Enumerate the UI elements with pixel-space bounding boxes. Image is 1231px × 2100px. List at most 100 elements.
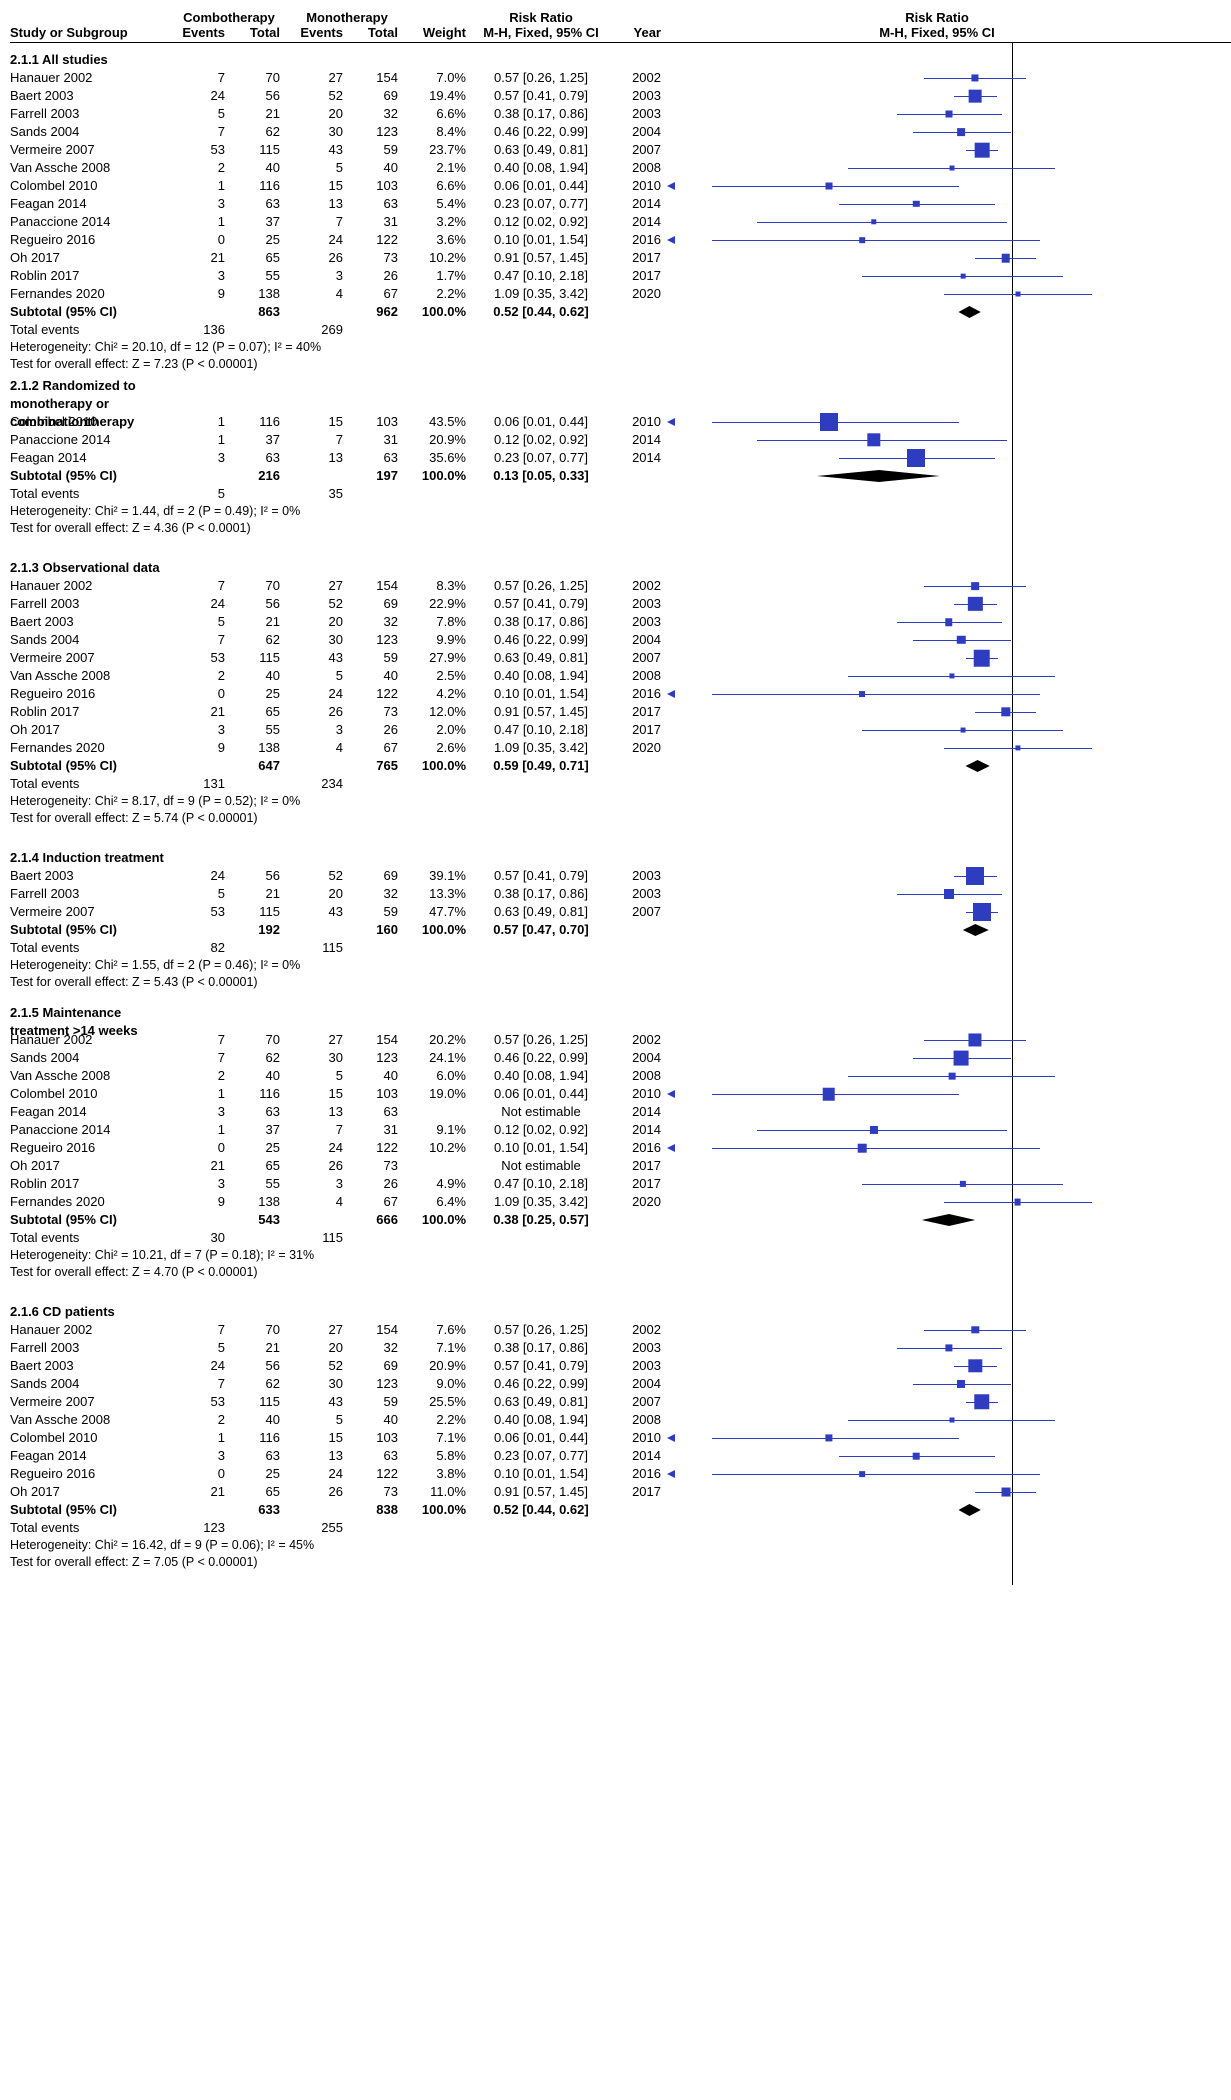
subtotal-weight: 100.0% xyxy=(406,757,466,775)
year: 2008 xyxy=(616,159,667,177)
study-name: Panaccione 2014 xyxy=(10,213,170,231)
study-row: Sands 2004762301239.9%0.46 [0.22, 0.99]2… xyxy=(10,631,1231,649)
combo-events: 2 xyxy=(170,667,225,685)
subgroup-title: 2.1.5 Maintenance treatment >14 weeks xyxy=(10,1005,1231,1031)
study-row: Panaccione 20141377319.1%0.12 [0.02, 0.9… xyxy=(10,1121,1231,1139)
risk-ratio: 0.38 [0.17, 0.86] xyxy=(466,1339,616,1357)
mono-total: 63 xyxy=(343,1103,406,1121)
subtotal-row: Subtotal (95% CI)633838100.0%0.52 [0.44,… xyxy=(10,1501,1231,1519)
combo-events: 7 xyxy=(170,1375,225,1393)
risk-ratio: 0.91 [0.57, 1.45] xyxy=(466,703,616,721)
year: 2003 xyxy=(616,867,667,885)
total-events-label: Total events xyxy=(10,321,170,339)
combo-events: 1 xyxy=(170,177,225,195)
year: 2004 xyxy=(616,631,667,649)
study-name: Fernandes 2020 xyxy=(10,285,170,303)
study-row: Fernandes 202091384672.2%1.09 [0.35, 3.4… xyxy=(10,285,1231,303)
study-row: Baert 20032456526920.9%0.57 [0.41, 0.79]… xyxy=(10,1357,1231,1375)
combo-events: 24 xyxy=(170,87,225,105)
mono-total: 31 xyxy=(343,1121,406,1139)
risk-ratio: 0.57 [0.26, 1.25] xyxy=(466,69,616,87)
mono-total: 154 xyxy=(343,1321,406,1339)
weight: 24.1% xyxy=(406,1049,466,1067)
study-name: Colombel 2010 xyxy=(10,1085,170,1103)
combo-total: 115 xyxy=(225,649,288,667)
mono-total: 69 xyxy=(343,87,406,105)
hdr-rr: M-H, Fixed, 95% CI xyxy=(466,25,616,40)
subtotal-t1: 192 xyxy=(225,921,288,939)
plot-cell xyxy=(667,667,1207,685)
combo-total: 65 xyxy=(225,1157,288,1175)
study-name: Regueiro 2016 xyxy=(10,1465,170,1483)
risk-ratio: 0.91 [0.57, 1.45] xyxy=(466,1483,616,1501)
combo-events: 1 xyxy=(170,1085,225,1103)
study-name: Roblin 2017 xyxy=(10,1175,170,1193)
risk-ratio: Not estimable xyxy=(466,1157,616,1175)
hdr-weight: Weight xyxy=(406,25,466,40)
study-row: Farrell 200352120327.1%0.38 [0.17, 0.86]… xyxy=(10,1339,1231,1357)
combo-total: 62 xyxy=(225,1049,288,1067)
mono-total: 69 xyxy=(343,1357,406,1375)
risk-ratio: 0.06 [0.01, 0.44] xyxy=(466,177,616,195)
plot-cell xyxy=(667,431,1207,449)
year: 2017 xyxy=(616,721,667,739)
year: 2014 xyxy=(616,1103,667,1121)
plot-cell xyxy=(667,1339,1207,1357)
risk-ratio: 0.46 [0.22, 0.99] xyxy=(466,1049,616,1067)
study-row: Oh 20173553262.0%0.47 [0.10, 2.18]2017 xyxy=(10,721,1231,739)
study-name: Panaccione 2014 xyxy=(10,1121,170,1139)
combo-total: 115 xyxy=(225,1393,288,1411)
total-events-row: Total events123255 xyxy=(10,1519,1231,1537)
mono-events: 15 xyxy=(288,1429,343,1447)
risk-ratio: 0.57 [0.26, 1.25] xyxy=(466,1031,616,1049)
mono-events: 30 xyxy=(288,1049,343,1067)
mono-total: 154 xyxy=(343,1031,406,1049)
mono-header: Monotherapy xyxy=(288,10,406,25)
subtotal-label: Subtotal (95% CI) xyxy=(10,467,170,485)
risk-ratio: 0.91 [0.57, 1.45] xyxy=(466,249,616,267)
combo-total: 56 xyxy=(225,1357,288,1375)
year: 2010 xyxy=(616,413,667,431)
overall-effect-text: Test for overall effect: Z = 4.70 (P < 0… xyxy=(10,1264,1231,1281)
subtotal-weight: 100.0% xyxy=(406,1501,466,1519)
plot-cell xyxy=(667,649,1207,667)
weight: 11.0% xyxy=(406,1483,466,1501)
combo-total: 115 xyxy=(225,141,288,159)
total-events-e1: 123 xyxy=(170,1519,225,1537)
total-events-e1: 5 xyxy=(170,485,225,503)
subtotal-diamond xyxy=(667,921,1207,939)
study-name: Oh 2017 xyxy=(10,1157,170,1175)
study-name: Van Assche 2008 xyxy=(10,159,170,177)
mono-total: 40 xyxy=(343,1067,406,1085)
plot-cell xyxy=(667,1429,1207,1447)
subtotal-diamond xyxy=(667,757,1207,775)
year: 2017 xyxy=(616,267,667,285)
mono-events: 3 xyxy=(288,721,343,739)
mono-total: 40 xyxy=(343,159,406,177)
study-row: Feagan 201436313635.4%0.23 [0.07, 0.77]2… xyxy=(10,195,1231,213)
total-events-e2: 115 xyxy=(288,1229,343,1247)
year: 2010 xyxy=(616,1429,667,1447)
year: 2003 xyxy=(616,885,667,903)
subtotal-row: Subtotal (95% CI)216197100.0%0.13 [0.05,… xyxy=(10,467,1231,485)
study-row: Baert 200352120327.8%0.38 [0.17, 0.86]20… xyxy=(10,613,1231,631)
mono-events: 52 xyxy=(288,595,343,613)
plot-cell xyxy=(667,613,1207,631)
risk-ratio: 0.57 [0.26, 1.25] xyxy=(466,577,616,595)
mono-events: 20 xyxy=(288,613,343,631)
subtotal-t2: 666 xyxy=(343,1211,406,1229)
combo-total: 55 xyxy=(225,267,288,285)
overall-effect-text: Test for overall effect: Z = 5.74 (P < 0… xyxy=(10,810,1231,827)
combo-events: 1 xyxy=(170,413,225,431)
weight: 3.8% xyxy=(406,1465,466,1483)
study-row: Farrell 2003521203213.3%0.38 [0.17, 0.86… xyxy=(10,885,1231,903)
combo-total: 63 xyxy=(225,1447,288,1465)
mono-events: 26 xyxy=(288,703,343,721)
combo-events: 21 xyxy=(170,1483,225,1501)
mono-total: 32 xyxy=(343,613,406,631)
mono-total: 32 xyxy=(343,1339,406,1357)
mono-total: 103 xyxy=(343,177,406,195)
weight: 9.9% xyxy=(406,631,466,649)
subtotal-diamond xyxy=(667,1501,1207,1519)
weight: 8.3% xyxy=(406,577,466,595)
